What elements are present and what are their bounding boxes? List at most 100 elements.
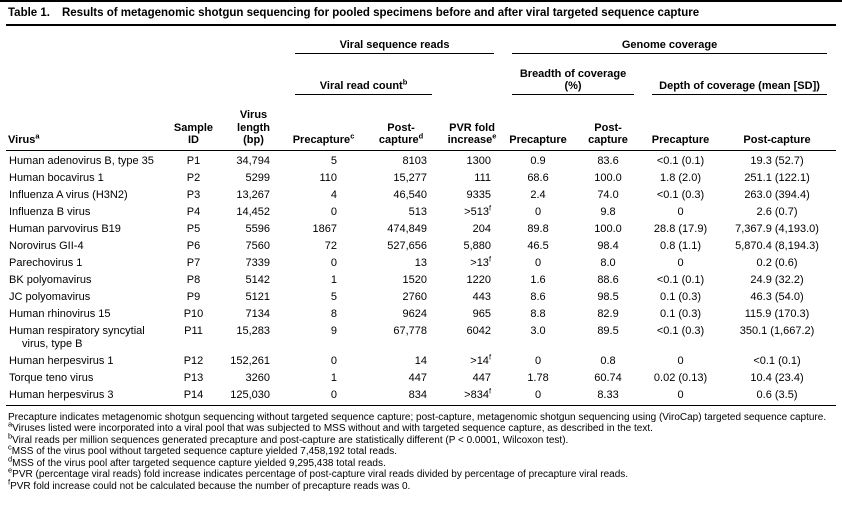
cell-postcapture-reads: 9624 [402, 307, 428, 320]
cell-breadth-precapture: 3.0 [530, 324, 546, 337]
col-header-postcapture-reads: Post-captured [361, 95, 442, 151]
cell-sample-id: P14 [166, 386, 221, 406]
cell-sample-id: P1 [186, 154, 201, 167]
cell-postcapture-reads: 2760 [402, 290, 428, 303]
cell-breadth-precapture: 68.6 [527, 171, 549, 184]
table-row: Torque teno virus P13 3260 1 447 447 1.7… [6, 370, 836, 387]
group-header-genome-coverage: Genome coverage [503, 27, 836, 54]
table-row: BK polyomavirus P8 5142 1 1520 1220 1.6 … [6, 272, 836, 289]
cell-precapture-reads: 72 [324, 239, 338, 252]
col-header-breadth-postcapture: Post-capture [573, 95, 644, 151]
subgroup-header-depth-of-coverage: Depth of coverage (mean [SD]) [643, 54, 836, 95]
cell-precapture-reads: 0 [330, 205, 338, 218]
cell-virus-length: 5299 [245, 171, 271, 184]
cell-breadth-precapture: 2.4 [530, 188, 546, 201]
cell-virus: Human rhinovirus 15 [9, 307, 111, 320]
cell-depth-postcapture: 5,870.4 (8,194.3) [735, 239, 819, 252]
cell-pvr-fold-increase: 443 [472, 290, 492, 303]
cell-virus: Torque teno virus [9, 371, 94, 384]
col-header-virus-length: Virus length (bp) [221, 95, 287, 151]
cell-sample-id: P3 [186, 188, 201, 201]
cell-breadth-precapture: 0 [534, 354, 542, 367]
table-number: Table 1. [8, 7, 50, 19]
cell-sample-id: P7 [186, 256, 201, 269]
cell-virus-length: 5142 [245, 273, 271, 286]
cell-virus-length: 125,030 [221, 386, 287, 406]
cell-pvr-fold-increase: 1300 [466, 154, 492, 167]
col-header-breadth-precapture: Precapture [503, 95, 574, 151]
cell-pvr-fold-increase: 965 [472, 307, 492, 320]
cell-virus-length: 152,261 [230, 354, 271, 367]
cell-breadth-precapture: 8.6 [530, 290, 546, 303]
cell-depth-precapture: 0.02 (0.13) [653, 371, 708, 384]
col-header-depth-postcapture: Post-capture [718, 95, 837, 151]
cell-breadth-postcapture: 74.0 [597, 188, 619, 201]
footnote: dMSS of the virus pool after targeted se… [8, 454, 386, 469]
title-rule [6, 24, 836, 26]
table-row: Human rhinovirus 15 P10 7134 8 9624 965 … [6, 306, 836, 323]
header-spacer [441, 54, 503, 95]
cell-postcapture-reads: 447 [408, 371, 428, 384]
cell-precapture-reads: 5 [330, 290, 338, 303]
cell-breadth-postcapture: 83.6 [597, 154, 619, 167]
cell-depth-postcapture: 0.6 (3.5) [718, 386, 837, 406]
cell-precapture-reads: 9 [330, 324, 338, 337]
cell-breadth-postcapture: 9.8 [600, 205, 616, 218]
subgroup-header-viral-read-count: Viral read countb [286, 54, 441, 95]
cell-postcapture-reads: 513 [408, 205, 428, 218]
footnote: bViral reads per million sequences gener… [8, 431, 569, 446]
cell-depth-postcapture: 0.2 (0.6) [756, 256, 798, 269]
cell-depth-postcapture: 263.0 (394.4) [744, 188, 810, 201]
cell-sample-id: P9 [186, 290, 201, 303]
cell-precapture-reads: 1 [330, 273, 338, 286]
cell-depth-precapture: 0 [677, 256, 684, 269]
cell-pvr-fold-increase: >834f [441, 386, 504, 406]
cell-virus: Norovirus GII-4 [9, 239, 84, 252]
cell-virus-length: 5121 [245, 290, 271, 303]
cell-sample-id: P11 [184, 324, 203, 337]
cell-depth-postcapture: 350.1 (1,667.2) [739, 324, 815, 337]
cell-virus-length: 15,283 [236, 324, 271, 337]
cell-sample-id: P2 [186, 171, 201, 184]
table-row: Influenza A virus (H3N2) P3 13,267 4 46,… [6, 187, 836, 204]
cell-pvr-fold-increase: 1220 [466, 273, 492, 286]
cell-depth-postcapture: <0.1 (0.1) [753, 354, 801, 367]
col-header-virus: Virusa [6, 95, 166, 151]
cell-depth-precapture: <0.1 (0.3) [656, 324, 705, 337]
footnote-marker: b [8, 431, 13, 441]
cell-pvr-fold-increase: 6042 [466, 324, 492, 337]
cell-depth-postcapture: 24.9 (32.2) [750, 273, 804, 286]
cell-precapture-reads: 0 [286, 386, 362, 406]
col-header-depth-precapture: Precapture [643, 95, 719, 151]
cell-depth-postcapture: 19.3 (52.7) [750, 154, 804, 167]
cell-postcapture-reads: 13 [414, 256, 428, 269]
cell-virus: Influenza A virus (H3N2) [9, 188, 128, 201]
cell-postcapture-reads: 8103 [402, 154, 428, 167]
cell-precapture-reads: 5 [330, 154, 338, 167]
cell-postcapture-reads: 834 [361, 386, 442, 406]
cell-pvr-fold-increase: >513f [464, 202, 492, 218]
cell-breadth-precapture: 46.5 [527, 239, 549, 252]
cell-sample-id: P13 [183, 371, 204, 384]
cell-pvr-fold-increase: 111 [474, 171, 492, 184]
cell-virus-length: 34,794 [236, 154, 271, 167]
table-row: Influenza B virus P4 14,452 0 513 >513f … [6, 204, 836, 221]
cell-virus: Human adenovirus B, type 35 [9, 154, 154, 167]
header-spacer [6, 27, 286, 95]
cell-postcapture-reads: 46,540 [393, 188, 428, 201]
cell-sample-id: P5 [186, 222, 201, 235]
cell-depth-precapture: 0.1 (0.3) [660, 307, 702, 320]
cell-precapture-reads: 110 [319, 171, 338, 184]
cell-depth-precapture: <0.1 (0.1) [656, 273, 705, 286]
cell-depth-postcapture: 2.6 (0.7) [756, 205, 798, 218]
cell-breadth-precapture: 89.8 [527, 222, 549, 235]
cell-depth-precapture: 1.8 (2.0) [660, 171, 702, 184]
footnote-marker: f [8, 477, 11, 487]
cell-breadth-postcapture: 89.5 [597, 324, 619, 337]
footnote: cMSS of the virus pool without targeted … [8, 442, 397, 458]
cell-virus: Influenza B virus [9, 205, 91, 218]
cell-virus: Human bocavirus 1 [9, 171, 104, 184]
cell-breadth-precapture: 0.9 [530, 154, 546, 167]
cell-precapture-reads: 0 [330, 256, 338, 269]
cell-virus: Human herpesvirus 3 [6, 386, 166, 406]
